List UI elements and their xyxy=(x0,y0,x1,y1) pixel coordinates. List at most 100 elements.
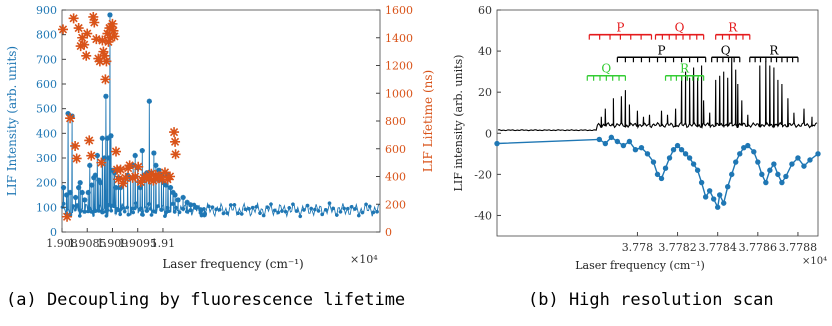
intensity-point-marker xyxy=(324,207,328,212)
lifetime-point-marker xyxy=(169,127,180,138)
y-left-tick-label: 900 xyxy=(36,4,57,17)
intensity-point-marker xyxy=(228,203,233,207)
lifetime-point-marker xyxy=(68,13,79,24)
lifetime-point-marker xyxy=(94,56,105,67)
intensity-point-marker xyxy=(147,202,151,206)
branch-label: Q xyxy=(721,43,731,57)
intensity-point-marker xyxy=(254,204,259,209)
intensity-point-marker xyxy=(265,205,270,210)
intensity-point-marker xyxy=(334,213,339,217)
lifetime-point-marker xyxy=(115,164,126,175)
intensity-point-marker xyxy=(247,206,251,211)
lifetime-point-marker xyxy=(75,41,86,52)
intensity-point-marker xyxy=(78,209,83,213)
y-left-tick-label: 500 xyxy=(36,103,57,116)
lifetime-point-marker xyxy=(62,211,73,222)
lifetime-point-marker xyxy=(65,113,76,124)
intensity-peak-marker xyxy=(132,152,138,159)
y-right-tick-label: 200 xyxy=(385,198,406,211)
intensity-peak-marker xyxy=(77,180,83,186)
lifetime-point-marker xyxy=(81,50,92,61)
depletion-point-marker xyxy=(682,151,689,157)
intensity-point-marker xyxy=(172,210,177,214)
depletion-point-marker xyxy=(815,151,821,157)
intensity-point-marker xyxy=(154,163,158,168)
intensity-point-marker xyxy=(113,204,117,208)
intensity-point-marker xyxy=(225,211,229,215)
intensity-point-marker xyxy=(116,208,121,213)
intensity-point-marker xyxy=(91,175,96,180)
intensity-point-marker xyxy=(360,210,365,215)
depletion-point-marker xyxy=(729,171,735,178)
intensity-point-marker xyxy=(338,209,343,214)
depletion-point-marker xyxy=(694,167,701,173)
x-multiplier-a: ×10⁴ xyxy=(350,253,378,266)
lifetime-point-marker xyxy=(93,53,104,64)
intensity-point-marker xyxy=(126,212,131,217)
caption-a: (a) Decoupling by fluorescence lifetime xyxy=(6,290,406,310)
lifetime-point-marker xyxy=(58,24,69,35)
intensity-point-marker xyxy=(298,214,303,219)
branch-label: R xyxy=(680,62,690,76)
intensity-point-marker xyxy=(68,212,73,217)
branch-label: Q xyxy=(601,62,611,76)
y-right-tick-label: 800 xyxy=(385,115,406,128)
lifetime-point-marker xyxy=(91,34,102,45)
lifetime-point-marker xyxy=(113,174,124,185)
intensity-point-marker xyxy=(214,207,218,212)
intensity-peak-marker xyxy=(117,185,124,191)
intensity-point-marker xyxy=(152,209,157,214)
intensity-point-marker xyxy=(280,209,284,213)
lifetime-point-marker xyxy=(89,17,100,28)
lifetime-point-marker xyxy=(100,74,111,85)
intensity-point-marker xyxy=(250,205,255,210)
x-axis-label-a: Laser frequency (cm⁻¹) xyxy=(162,257,303,271)
intensity-peak-marker xyxy=(106,155,112,161)
lifetime-point-marker xyxy=(157,174,168,185)
intensity-peak-marker xyxy=(188,202,194,208)
intensity-point-marker xyxy=(141,213,145,217)
intensity-point-marker xyxy=(75,203,79,207)
depletion-point-marker xyxy=(795,155,801,161)
intensity-point-marker xyxy=(203,211,207,216)
intensity-point-marker xyxy=(86,209,91,214)
depletion-point-marker xyxy=(678,147,685,153)
intensity-point-marker xyxy=(353,207,357,211)
intensity-point-marker xyxy=(345,206,350,211)
intensity-point-marker xyxy=(261,213,266,218)
intensity-point-marker xyxy=(61,201,66,206)
intensity-point-marker xyxy=(206,204,211,209)
y-left-tick-label: 400 xyxy=(36,127,57,140)
lifetime-point-marker xyxy=(77,32,88,43)
intensity-point-marker xyxy=(305,203,310,208)
x-tick-label-a: 1.91 xyxy=(151,237,176,250)
intensity-point-marker xyxy=(236,211,240,216)
y-right-tick-label: 1600 xyxy=(385,4,413,17)
intensity-point-marker xyxy=(119,207,123,211)
intensity-point-marker xyxy=(202,207,206,211)
intensity-peak-marker xyxy=(139,148,145,154)
lifetime-point-marker xyxy=(105,32,116,43)
intensity-point-marker xyxy=(176,198,180,202)
intensity-peak-marker xyxy=(63,192,70,198)
intensity-peak-marker xyxy=(60,185,67,191)
lifetime-point-marker xyxy=(109,31,120,42)
intensity-point-marker xyxy=(97,209,102,213)
intensity-point-marker xyxy=(131,210,136,215)
intensity-point-marker xyxy=(217,207,222,212)
depletion-point-marker xyxy=(801,163,807,169)
x-tick-label-b: 3.7782 xyxy=(658,241,697,254)
branch-label: P xyxy=(616,21,624,35)
depletion-point-marker xyxy=(745,142,751,149)
y-right-tick-label: 400 xyxy=(385,171,406,184)
intensity-point-marker xyxy=(342,206,346,211)
intensity-point-marker xyxy=(192,202,197,207)
y-tick-label-b: 60 xyxy=(478,4,492,17)
depletion-point-marker xyxy=(702,194,709,200)
lifetime-point-marker xyxy=(111,146,122,157)
intensity-point-marker xyxy=(93,209,98,213)
lifetime-point-marker xyxy=(127,172,138,183)
intensity-point-marker xyxy=(177,210,182,215)
intensity-peak-marker xyxy=(85,189,91,196)
intensity-point-marker xyxy=(349,204,354,209)
